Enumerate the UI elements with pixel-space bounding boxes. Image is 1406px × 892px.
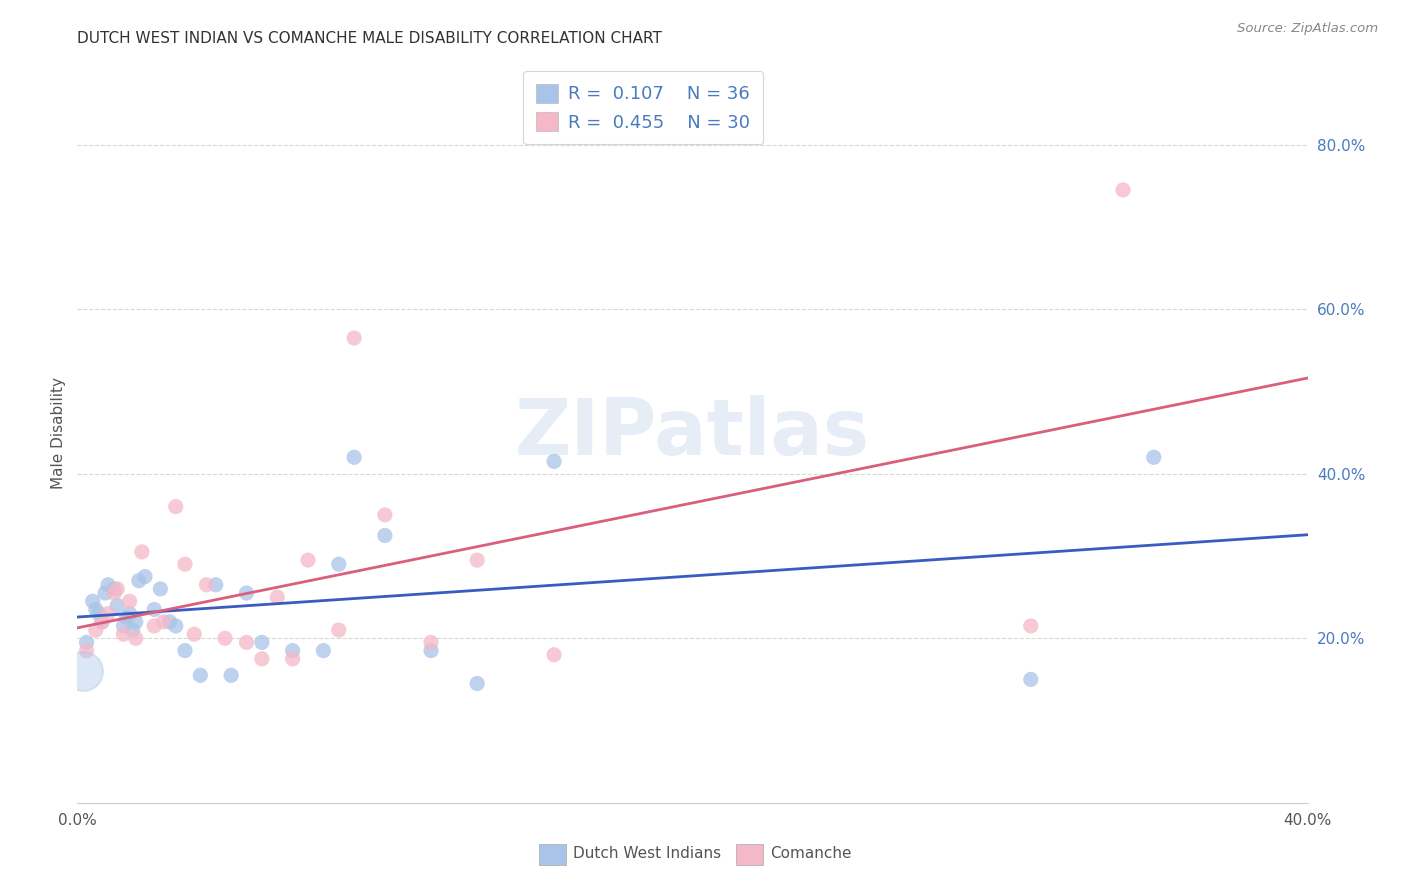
Text: ZIPatlas: ZIPatlas — [515, 394, 870, 471]
Point — [112, 627, 135, 641]
Point — [90, 615, 114, 629]
Point — [118, 594, 141, 608]
Point — [281, 643, 304, 657]
Point — [121, 623, 143, 637]
Point — [1112, 183, 1135, 197]
Text: Comanche: Comanche — [770, 847, 852, 862]
Point — [420, 643, 443, 657]
Point — [72, 664, 94, 678]
Point — [1143, 450, 1166, 465]
Point — [420, 635, 443, 649]
Point — [281, 652, 304, 666]
Point — [90, 615, 114, 629]
Point — [134, 569, 156, 583]
Point — [235, 586, 257, 600]
Point — [87, 607, 110, 621]
Text: Source: ZipAtlas.com: Source: ZipAtlas.com — [1237, 22, 1378, 36]
Point — [112, 619, 135, 633]
Point — [297, 553, 319, 567]
Point — [143, 619, 166, 633]
Text: DUTCH WEST INDIAN VS COMANCHE MALE DISABILITY CORRELATION CHART: DUTCH WEST INDIAN VS COMANCHE MALE DISAB… — [77, 31, 662, 46]
Point — [143, 602, 166, 616]
Point — [183, 627, 205, 641]
Point — [312, 643, 335, 657]
Point — [214, 632, 236, 646]
Point — [131, 545, 153, 559]
Point — [165, 619, 187, 633]
Point — [76, 635, 98, 649]
Point — [159, 615, 181, 629]
Point — [125, 615, 148, 629]
Point — [174, 558, 197, 572]
Point — [103, 582, 125, 596]
Point — [374, 528, 396, 542]
Point — [97, 607, 120, 621]
Bar — [538, 844, 565, 865]
Point — [174, 643, 197, 657]
Point — [1019, 619, 1042, 633]
Point — [149, 582, 172, 596]
Point — [343, 331, 366, 345]
Point — [103, 586, 125, 600]
Point — [250, 635, 273, 649]
Point — [94, 586, 117, 600]
Point — [105, 599, 128, 613]
Point — [152, 615, 174, 629]
Bar — [735, 844, 762, 865]
Point — [84, 602, 107, 616]
Point — [235, 635, 257, 649]
Point — [328, 558, 350, 572]
Point — [465, 553, 488, 567]
Point — [328, 623, 350, 637]
Point — [128, 574, 150, 588]
Text: Dutch West Indians: Dutch West Indians — [574, 847, 721, 862]
Point — [84, 623, 107, 637]
Point — [1019, 673, 1042, 687]
Point — [250, 652, 273, 666]
Point — [82, 594, 104, 608]
Point — [374, 508, 396, 522]
Point — [343, 450, 366, 465]
Point — [97, 578, 120, 592]
Point — [125, 632, 148, 646]
Point — [115, 610, 138, 624]
Legend: R =  0.107    N = 36, R =  0.455    N = 30: R = 0.107 N = 36, R = 0.455 N = 30 — [523, 71, 763, 145]
Point — [76, 643, 98, 657]
Point — [543, 648, 565, 662]
Point — [543, 454, 565, 468]
Point — [465, 676, 488, 690]
Point — [165, 500, 187, 514]
Point — [105, 582, 128, 596]
Point — [188, 668, 212, 682]
Point — [195, 578, 218, 592]
Point — [204, 578, 226, 592]
Point — [266, 590, 288, 604]
Point — [219, 668, 242, 682]
Y-axis label: Male Disability: Male Disability — [51, 376, 66, 489]
Point — [118, 607, 141, 621]
